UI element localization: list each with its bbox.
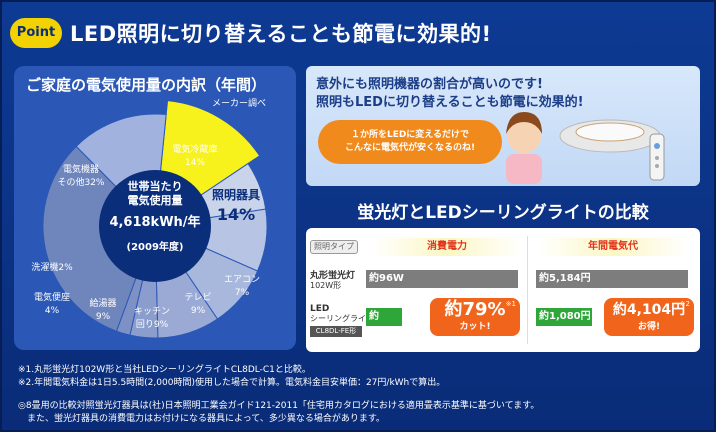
led-cost-bar: 約1,080円 (536, 308, 592, 326)
page-title: LED照明に切り替えることも節電に効果的! (70, 22, 492, 46)
lighting-name: 照明器具 (211, 188, 260, 202)
pie-label-kitchen-name: キッチン (133, 307, 170, 317)
message-line2: 照明もLEDに切り替えることも節電に効果的! (316, 95, 584, 110)
pie-label-tv: テレビ 9% (176, 292, 220, 318)
fluorescent-label: 丸形蛍光灯 102W形 (310, 268, 355, 291)
pie-label-toilet-pct: 4% (44, 306, 60, 316)
pie-label-washer: 洗濯機2% (22, 262, 82, 275)
usage-breakdown-title: ご家庭の電気使用量の内訳（年間） (26, 76, 267, 94)
col-power-heading: 消費電力 (372, 238, 522, 256)
led-name: LED (310, 304, 330, 314)
pie-label-tv-name: テレビ (184, 293, 212, 303)
pie-label-water: 給湯器 9% (78, 298, 128, 324)
note-2: ※2.年間電気料金は1日5.5時間(2,000時間)使用した場合で計算。電気料金… (18, 378, 446, 388)
note-4: また、蛍光灯器具の消費電力はお付けになる器具によって、多少異なる場合があります。 (18, 414, 385, 424)
pie-slice-7 (42, 145, 156, 332)
power-cut-sub: カット! (459, 322, 491, 332)
led-label: LED シーリングライト (310, 304, 374, 324)
note-3: ◎8畳用の比較対照蛍光灯器具は(社)日本照明工業会ガイド121-2011「住宅用… (18, 401, 540, 411)
power-note-marker: ※1 (505, 300, 516, 308)
center-year: (2009年度) (126, 242, 184, 253)
pie-center-text: 世帯当たり 電気使用量 4,618kWh/年 (2009年度) (100, 180, 210, 272)
power-cut-value: 約79% (444, 299, 506, 320)
pie-label-other-pct: その他32% (57, 178, 105, 188)
lighting-pct: 14% (216, 205, 256, 224)
cost-save-value: 約4,104円 (612, 302, 686, 318)
pie-label-water-pct: 9% (95, 312, 111, 322)
pie-label-lighting: 照明器具 14% (196, 186, 276, 226)
cost-save-sub: お得! (637, 322, 661, 332)
power-cut-burst: ※1 約79% カット! (430, 298, 520, 336)
remote-icon (649, 133, 665, 181)
lighting-type-tag: 照明タイプ (310, 240, 358, 254)
speech-bubble: １か所をLEDに変えるだけで こんなに電気代が安くなるのね! (318, 120, 502, 164)
fluorescent-name: 丸形蛍光灯 (310, 271, 356, 281)
woman-illustration (506, 112, 542, 184)
pie-label-ac-pct: 7% (234, 288, 250, 298)
pie-label-kitchen-pct: 回り9% (135, 320, 169, 330)
point-badge: Point (10, 18, 62, 48)
pie-label-tv-pct: 9% (190, 306, 206, 316)
pie-label-water-name: 給湯器 (89, 299, 117, 309)
note-1: ※1.丸形蛍光灯102W形と当社LEDシーリングライトCL8DL-C1と比較。 (18, 365, 311, 375)
pie-label-other-name: 電気機器 (62, 165, 99, 175)
bubble-line2: こんなに電気代が安くなるのね! (344, 143, 476, 153)
pie-label-fridge: 電気冷蔵庫 14% (160, 144, 230, 170)
pie-center-hole (99, 170, 211, 282)
pie-label-kitchen: キッチン 回り9% (124, 306, 180, 332)
led-sub: シーリングライト (310, 314, 374, 323)
pie-label-other: 電気機器 その他32% (46, 164, 116, 190)
center-value: 4,618kWh/年 (109, 215, 201, 230)
fluorescent-cost-bar: 約5,184円 (536, 270, 688, 288)
cost-save-burst: ※2 約4,104円 お得! (604, 298, 694, 336)
cost-note-marker: ※2 (679, 300, 690, 308)
fluorescent-sub: 102W形 (310, 281, 342, 290)
led-model-chip: CL8DL-FE形 (310, 326, 362, 337)
pie-label-fridge-pct: 14% (184, 158, 205, 168)
message-line1: 意外にも照明機器の割合が高いのです! (316, 77, 543, 92)
pie-label-fridge-name: 電気冷蔵庫 (172, 145, 218, 155)
fluorescent-power-bar: 約96W (366, 270, 518, 288)
led-power-bar: 約20W (366, 308, 402, 340)
center-line1: 世帯当たり (127, 180, 183, 193)
pie-label-toilet: 電気便座 4% (22, 292, 82, 318)
pie-label-toilet-name: 電気便座 (33, 293, 70, 303)
comparison-title: 蛍光灯とLEDシーリングライトの比較 (357, 203, 649, 223)
col-cost-heading: 年間電気代 (538, 238, 688, 256)
pie-label-washer-name: 洗濯機2% (31, 263, 73, 273)
pie-label-ac: エアコン 7% (216, 274, 268, 300)
column-divider (527, 236, 528, 344)
pie-label-ac-name: エアコン (223, 275, 260, 285)
bubble-line1: １か所をLEDに変えるだけで (350, 130, 470, 140)
message-text: 意外にも照明機器の割合が高いのです! 照明もLEDに切り替えることも節電に効果的… (316, 76, 584, 112)
ceiling-light-icon (559, 119, 661, 153)
source-note: メーカー調べ (212, 99, 267, 109)
center-line2: 電気使用量 (127, 194, 183, 207)
